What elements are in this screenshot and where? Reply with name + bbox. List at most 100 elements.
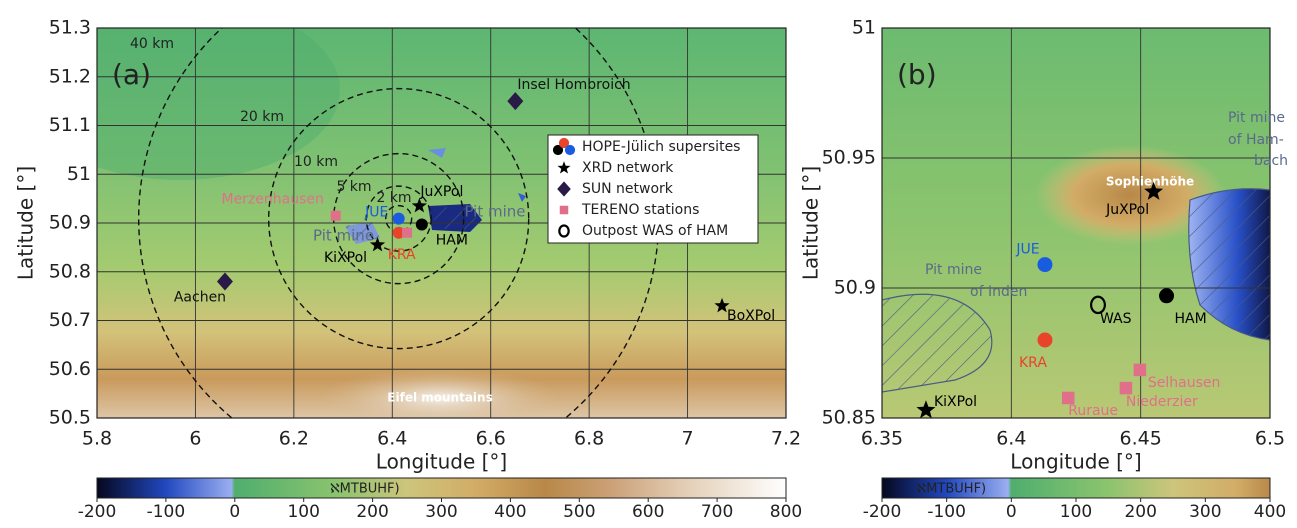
site-label: KiXPol xyxy=(324,250,367,266)
site-label: BoXPol xyxy=(727,308,775,324)
y-tick-label: 50.85 xyxy=(822,407,876,429)
site-label: KRA xyxy=(1019,355,1047,371)
legend-marker xyxy=(559,205,569,215)
legend-marker xyxy=(558,137,570,149)
colorbar-tick-label: 100 xyxy=(1060,502,1092,522)
x-tick-label: 6.5 xyxy=(1255,428,1285,450)
y-tick-label: 50.8 xyxy=(49,260,91,282)
x-tick-label: 6.4 xyxy=(377,428,407,450)
y-tick-label: 50.5 xyxy=(49,407,91,429)
colorbar-tick-label: 400 xyxy=(1254,502,1286,522)
site-label: HAM xyxy=(436,232,468,248)
colorbar-tick-label: 700 xyxy=(701,502,733,522)
map-annotation: Pit mine xyxy=(464,203,525,221)
site-marker xyxy=(402,227,413,238)
range-ring-label: 40 km xyxy=(130,36,174,52)
x-axis-title: Longitude [°] xyxy=(376,450,507,474)
x-tick-label: 6 xyxy=(189,428,201,450)
x-tick-label: 7.2 xyxy=(771,428,801,450)
site-marker xyxy=(1061,391,1075,405)
legend-label: HOPE-Jülich supersites xyxy=(582,139,740,155)
colorbar-tick-label: 300 xyxy=(425,502,457,522)
y-tick-label: 51.3 xyxy=(49,17,91,39)
y-tick-label: 51 xyxy=(852,17,876,39)
site-marker xyxy=(415,218,428,231)
legend-box xyxy=(547,134,759,244)
legend-label: SUN network xyxy=(582,181,674,197)
colorbar-tick-label: 200 xyxy=(356,502,388,522)
colorbar-label: ℵMTBUHF) xyxy=(917,482,987,497)
legend-label: Outpost WAS of HAM xyxy=(582,223,728,239)
y-axis-title: Latitude [°] xyxy=(799,166,823,280)
map-annotation: Pit mine xyxy=(925,262,982,278)
y-tick-label: 50.9 xyxy=(49,212,91,234)
site-marker xyxy=(392,226,405,239)
x-tick-label: 7 xyxy=(682,428,694,450)
y-axis-title: Latitude [°] xyxy=(14,166,38,280)
x-tick-label: 6.6 xyxy=(476,428,506,450)
range-ring-label: 5 km xyxy=(336,179,371,195)
site-label: JuXPol xyxy=(1105,202,1149,218)
y-tick-label: 51.2 xyxy=(49,65,91,87)
site-marker xyxy=(1133,363,1147,377)
colorbar-tick-label: 0 xyxy=(229,502,240,522)
y-tick-label: 51.1 xyxy=(49,114,91,136)
x-tick-label: 6.35 xyxy=(861,428,903,450)
colorbar-tick-label: -200 xyxy=(78,502,117,522)
site-label: JuXPol xyxy=(419,184,463,200)
site-marker xyxy=(1159,288,1175,304)
x-tick-label: 6.45 xyxy=(1120,428,1162,450)
axes-frame xyxy=(96,27,787,419)
x-tick-label: 6.8 xyxy=(574,428,604,450)
site-marker xyxy=(216,272,233,291)
map-annotation: Eifel mountains xyxy=(387,391,492,405)
panel-label: (a) xyxy=(112,58,151,91)
site-marker xyxy=(916,400,936,419)
site-marker xyxy=(411,197,427,213)
y-tick-label: 50.6 xyxy=(49,358,91,380)
site-label: Insel Hombroich xyxy=(517,77,630,93)
y-tick-label: 50.95 xyxy=(822,147,876,169)
site-marker xyxy=(330,210,341,221)
range-ring-label: 20 km xyxy=(240,109,284,125)
colorbar-tick-label: -200 xyxy=(863,502,902,522)
range-ring-label: 2 km xyxy=(376,190,411,206)
site-marker xyxy=(392,212,405,225)
site-marker xyxy=(369,236,386,252)
map-annotation: Pit mine xyxy=(1228,110,1285,126)
colorbar-tick-label: 800 xyxy=(770,502,802,522)
legend-label: XRD network xyxy=(582,160,674,176)
colorbar xyxy=(96,477,787,499)
legend-marker xyxy=(564,144,576,156)
legend-marker xyxy=(557,161,571,174)
axes-frame xyxy=(881,27,1271,419)
colorbar-tick-label: 400 xyxy=(494,502,526,522)
map-annotation: of Ham- xyxy=(1228,132,1284,148)
x-tick-label: 6.2 xyxy=(279,428,309,450)
x-tick-label: 5.8 xyxy=(82,428,112,450)
site-label: Aachen xyxy=(174,290,226,306)
site-marker xyxy=(1037,257,1053,273)
y-tick-label: 50.7 xyxy=(49,309,91,331)
range-ring xyxy=(267,87,530,350)
site-label: HAM xyxy=(1175,311,1207,327)
colorbar-label: ℵMTBUHF) xyxy=(330,482,400,497)
site-marker xyxy=(1037,332,1053,348)
site-label: Niederzier xyxy=(1126,394,1198,410)
colorbar-tick-label: 200 xyxy=(1124,502,1156,522)
range-ring-label: 10 km xyxy=(294,154,338,170)
range-ring xyxy=(365,185,432,252)
x-axis-title: Longitude [°] xyxy=(1010,450,1141,474)
legend-marker xyxy=(552,144,564,156)
y-tick-label: 50.9 xyxy=(834,277,876,299)
colorbar-tick-label: -100 xyxy=(927,502,966,522)
colorbar-tick-label: 600 xyxy=(632,502,664,522)
site-marker xyxy=(714,297,730,313)
x-tick-label: 6.4 xyxy=(996,428,1026,450)
colorbar-tick-label: 100 xyxy=(287,502,319,522)
legend-label: TERENO stations xyxy=(581,202,699,218)
site-label: JUE xyxy=(364,205,388,221)
panel-label: (b) xyxy=(897,58,937,91)
